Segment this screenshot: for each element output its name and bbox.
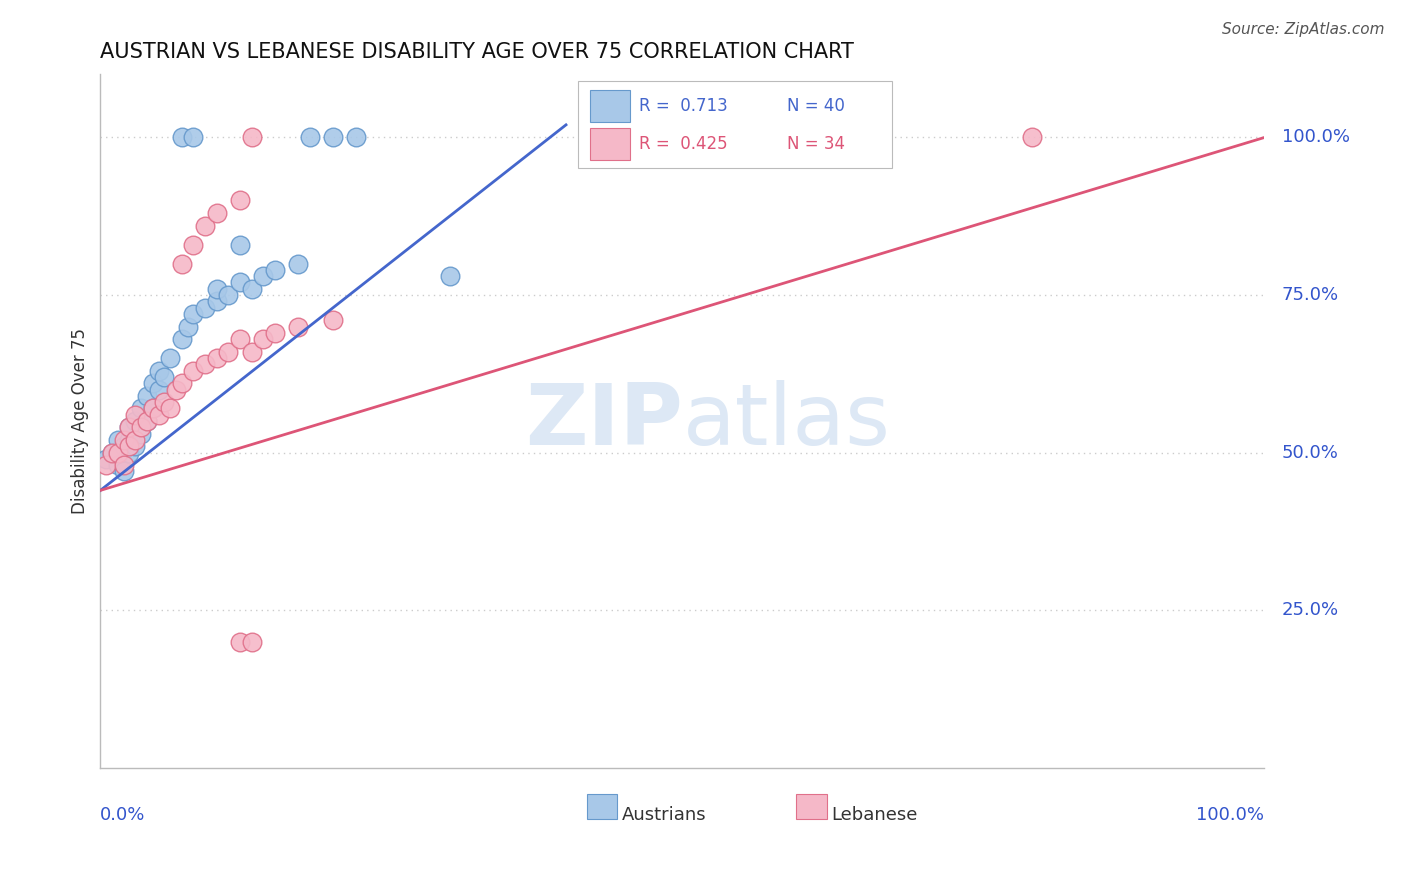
Point	[135, 389, 157, 403]
Point	[194, 357, 217, 371]
Point	[183, 307, 205, 321]
Point	[142, 401, 165, 416]
Point	[229, 237, 252, 252]
Point	[148, 408, 170, 422]
Point	[118, 420, 141, 434]
Point	[124, 433, 146, 447]
Point	[176, 319, 198, 334]
Point	[229, 332, 252, 346]
Point	[346, 130, 368, 145]
Point	[148, 364, 170, 378]
FancyBboxPatch shape	[796, 794, 827, 819]
Text: Austrians: Austrians	[621, 805, 706, 824]
Point	[298, 130, 321, 145]
Point	[264, 326, 287, 340]
FancyBboxPatch shape	[591, 90, 630, 122]
FancyBboxPatch shape	[578, 81, 891, 168]
Point	[217, 288, 239, 302]
Point	[194, 219, 217, 233]
Point	[124, 414, 146, 428]
Point	[118, 433, 141, 447]
Text: 100.0%: 100.0%	[1197, 805, 1264, 824]
Point	[194, 301, 217, 315]
Text: ZIP: ZIP	[524, 380, 682, 463]
Point	[112, 465, 135, 479]
Point	[183, 237, 205, 252]
Point	[129, 401, 152, 416]
Point	[183, 130, 205, 145]
Text: N = 34: N = 34	[787, 135, 845, 153]
Point	[205, 294, 228, 309]
Point	[229, 634, 252, 648]
Point	[129, 426, 152, 441]
Point	[112, 458, 135, 473]
Text: Source: ZipAtlas.com: Source: ZipAtlas.com	[1222, 22, 1385, 37]
Point	[322, 130, 344, 145]
Point	[135, 414, 157, 428]
Point	[264, 262, 287, 277]
Point	[101, 445, 124, 459]
Text: atlas: atlas	[682, 380, 890, 463]
Point	[153, 370, 176, 384]
Point	[159, 351, 181, 365]
Text: R =  0.713: R = 0.713	[640, 97, 728, 115]
Point	[142, 401, 165, 416]
Point	[96, 451, 118, 466]
Point	[229, 276, 252, 290]
Point	[287, 319, 309, 334]
Point	[124, 408, 146, 422]
FancyBboxPatch shape	[591, 128, 630, 160]
Point	[205, 282, 228, 296]
Point	[287, 256, 309, 270]
Point	[240, 634, 263, 648]
Point	[129, 420, 152, 434]
Point	[107, 445, 129, 459]
Point	[118, 445, 141, 459]
Point	[107, 458, 129, 473]
Text: AUSTRIAN VS LEBANESE DISABILITY AGE OVER 75 CORRELATION CHART: AUSTRIAN VS LEBANESE DISABILITY AGE OVER…	[100, 42, 855, 62]
FancyBboxPatch shape	[586, 794, 617, 819]
Point	[252, 269, 274, 284]
Point	[118, 439, 141, 453]
Point	[159, 401, 181, 416]
Point	[112, 433, 135, 447]
Point	[205, 351, 228, 365]
Text: N = 40: N = 40	[787, 97, 845, 115]
Text: 0.0%: 0.0%	[100, 805, 146, 824]
Point	[112, 439, 135, 453]
Text: 100.0%: 100.0%	[1282, 128, 1350, 146]
Point	[148, 383, 170, 397]
Point	[118, 420, 141, 434]
Point	[107, 433, 129, 447]
Text: 50.0%: 50.0%	[1282, 443, 1339, 461]
Point	[96, 458, 118, 473]
Point	[229, 194, 252, 208]
Point	[153, 395, 176, 409]
Point	[170, 376, 193, 391]
Text: 25.0%: 25.0%	[1282, 601, 1339, 619]
Point	[252, 332, 274, 346]
Point	[170, 332, 193, 346]
Point	[240, 282, 263, 296]
Point	[135, 414, 157, 428]
Point	[205, 206, 228, 220]
Point	[124, 439, 146, 453]
Y-axis label: Disability Age Over 75: Disability Age Over 75	[72, 328, 89, 514]
Point	[240, 130, 263, 145]
Point	[170, 256, 193, 270]
Point	[170, 130, 193, 145]
Point	[439, 269, 461, 284]
Point	[322, 313, 344, 327]
Point	[165, 383, 187, 397]
Point	[183, 364, 205, 378]
Text: R =  0.425: R = 0.425	[640, 135, 728, 153]
Text: Lebanese: Lebanese	[831, 805, 918, 824]
Point	[217, 344, 239, 359]
Point	[240, 344, 263, 359]
Point	[142, 376, 165, 391]
Point	[101, 445, 124, 459]
Point	[1021, 130, 1043, 145]
Text: 75.0%: 75.0%	[1282, 286, 1339, 304]
